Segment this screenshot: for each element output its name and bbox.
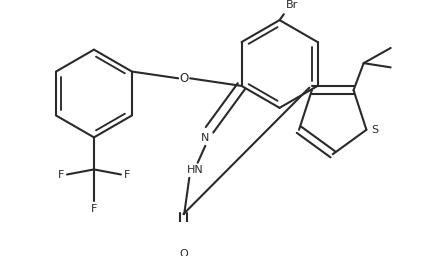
Text: O: O bbox=[180, 72, 189, 85]
Text: HN: HN bbox=[187, 165, 204, 175]
Text: O: O bbox=[179, 249, 188, 256]
Text: F: F bbox=[91, 204, 97, 214]
Text: S: S bbox=[371, 125, 378, 135]
Text: Br: Br bbox=[286, 0, 298, 10]
Text: F: F bbox=[124, 170, 130, 180]
Text: N: N bbox=[201, 133, 210, 143]
Text: F: F bbox=[58, 170, 64, 180]
